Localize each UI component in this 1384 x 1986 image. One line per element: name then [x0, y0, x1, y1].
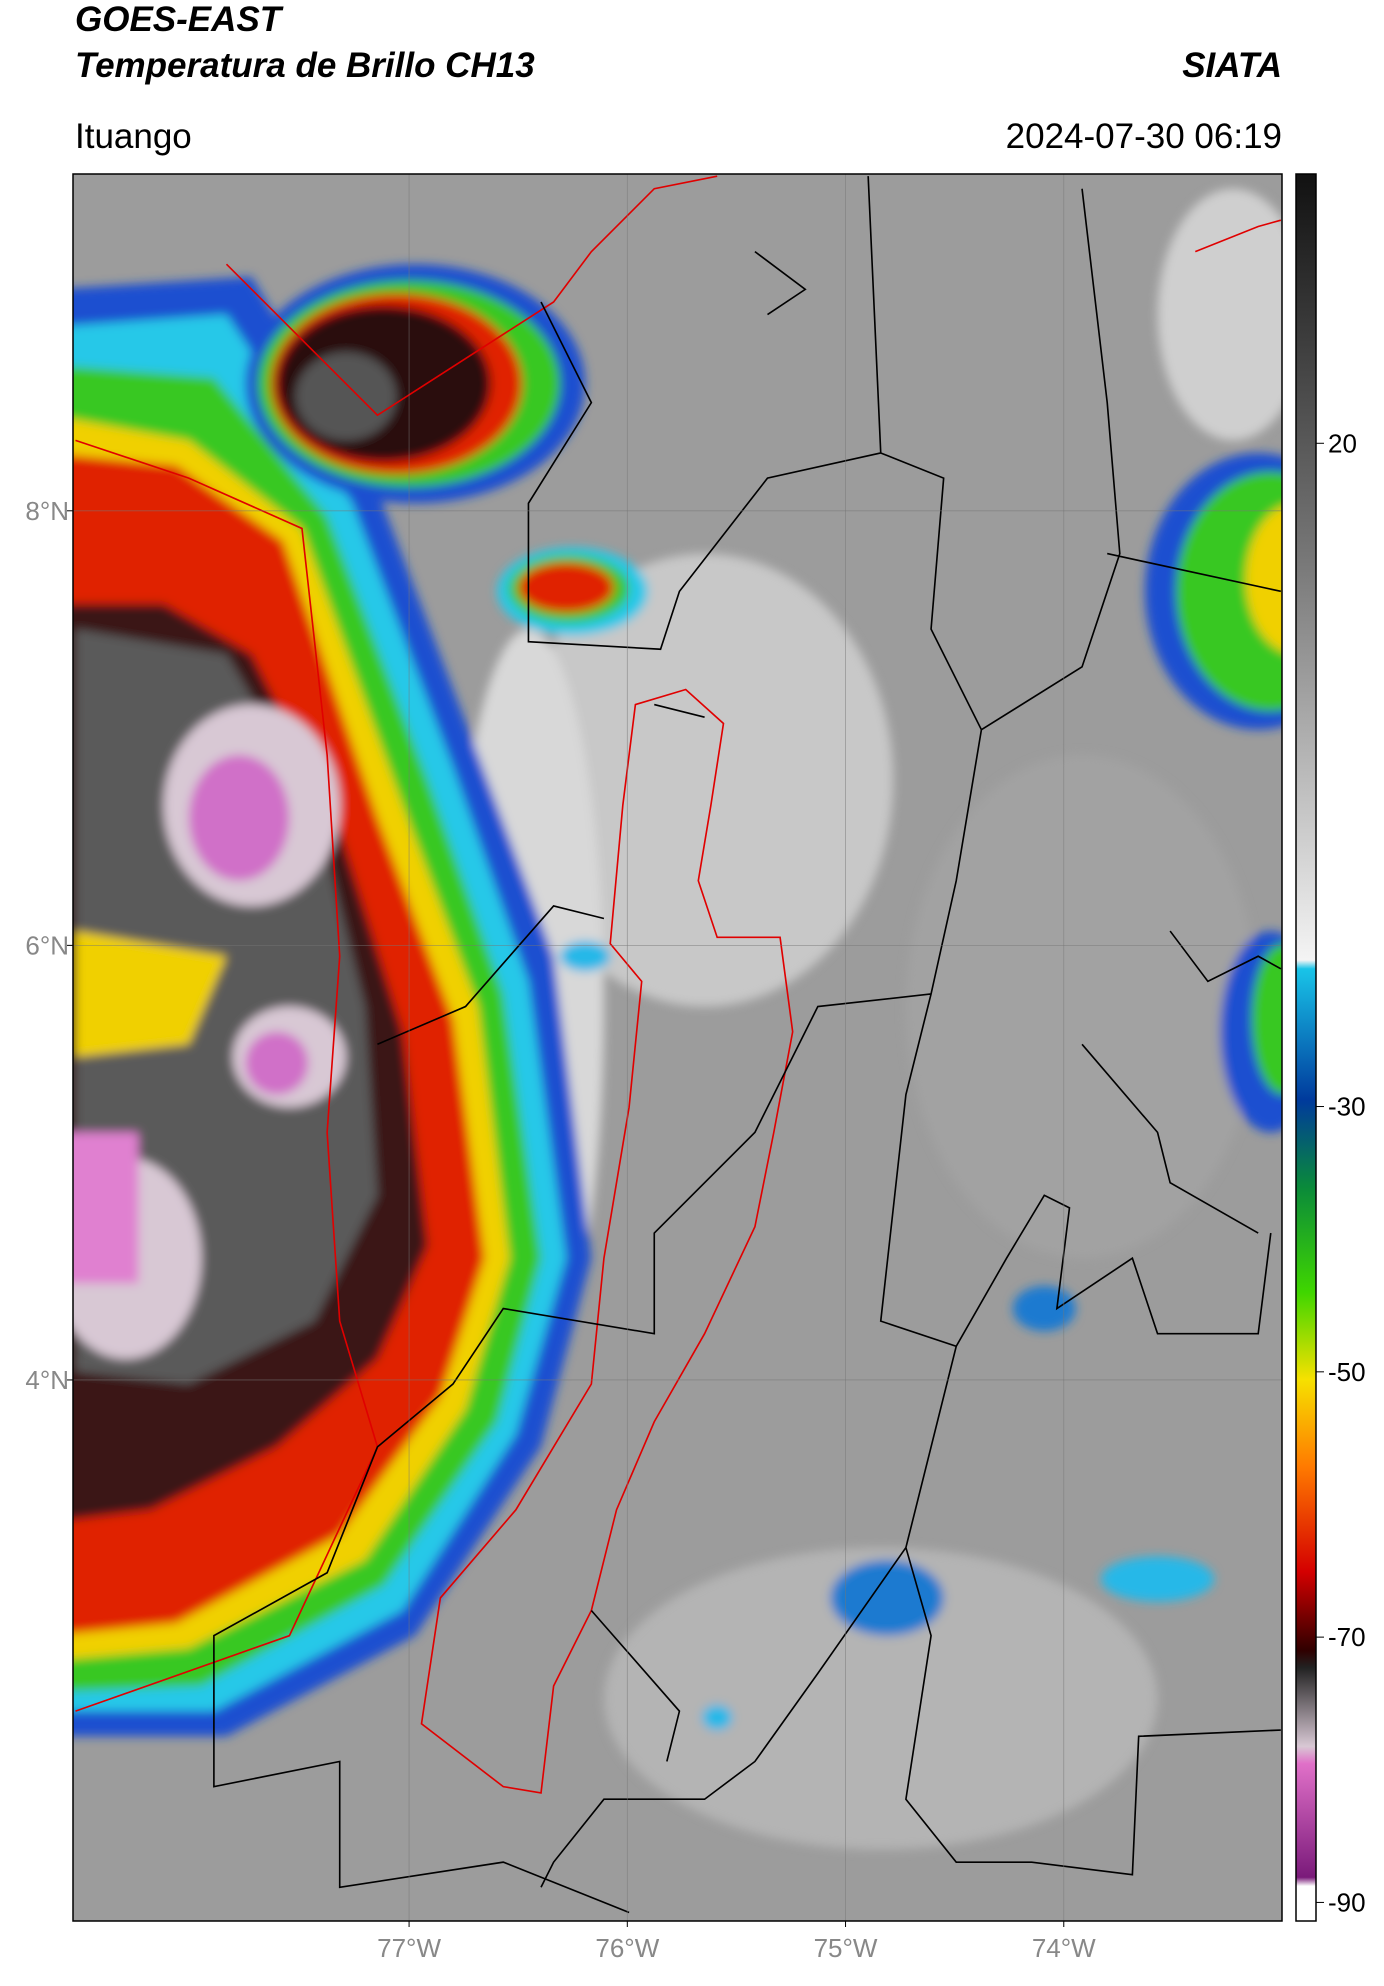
timestamp: 2024-07-30 06:19 [1006, 117, 1282, 156]
map-frame [72, 173, 1283, 1922]
y-tick-label: 8°N [25, 496, 69, 526]
colorbar [1295, 173, 1317, 1922]
axes: 77°W 76°W 75°W 74°W 8°N 6°N 4°N 20 -30 -50 -70 -90 [25, 174, 1366, 1963]
subtitle: Temperatura de Brillo CH13 [75, 46, 535, 85]
colorbar-tick-label: 20 [1328, 428, 1357, 458]
colorbar-tick-label: -50 [1328, 1357, 1366, 1387]
colorbar-tick-label: -30 [1328, 1092, 1366, 1122]
x-tick-label: 75°W [814, 1933, 878, 1963]
y-tick-label: 6°N [25, 930, 69, 960]
colorbar-tick-label: -90 [1328, 1887, 1366, 1917]
satellite-image [73, 174, 1282, 1921]
brand: SIATA [1182, 46, 1282, 85]
location: Ituango [75, 117, 192, 156]
y-tick-label: 4°N [25, 1365, 69, 1395]
x-tick-label: 74°W [1032, 1933, 1096, 1963]
x-tick-label: 76°W [595, 1933, 659, 1963]
colorbar-tick-label: -70 [1328, 1622, 1366, 1652]
x-tick-label: 77°W [377, 1933, 441, 1963]
title: GOES-EAST [75, 0, 284, 39]
